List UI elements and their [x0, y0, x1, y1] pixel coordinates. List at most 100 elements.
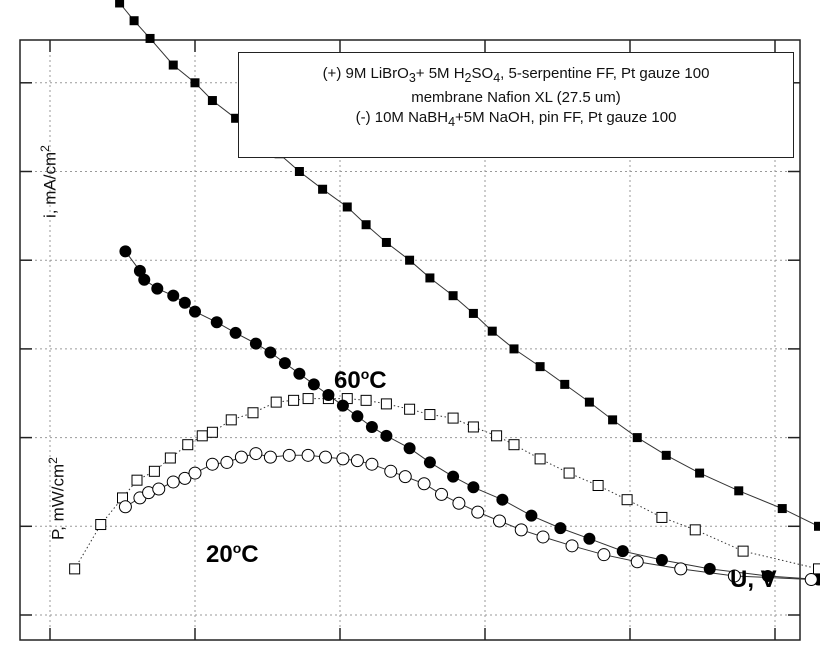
point-square-filled: [425, 273, 435, 283]
point-circle-filled: [278, 357, 291, 370]
point-circle-filled: [178, 296, 191, 309]
point-square-filled: [584, 397, 594, 407]
point-square-filled: [448, 291, 458, 301]
point-circle-open: [301, 448, 315, 462]
point-square-filled: [318, 184, 328, 194]
point-circle-filled: [583, 532, 596, 545]
legend-line-1: (+) 9M LiBrO3+ 5M H2SO4, 5-serpentine FF…: [322, 65, 710, 85]
point-square-open: [270, 396, 282, 408]
point-circle-filled: [229, 326, 242, 339]
point-circle-filled: [554, 522, 567, 535]
point-circle-open: [471, 505, 485, 519]
point-circle-filled: [447, 470, 460, 483]
point-circle-open: [435, 487, 448, 501]
point-circle-filled: [496, 493, 509, 506]
point-circle-open: [452, 496, 466, 510]
point-circle-open: [514, 523, 528, 537]
point-circle-filled: [525, 509, 538, 522]
point-circle-filled: [380, 429, 393, 442]
point-circle-filled: [423, 456, 436, 469]
point-circle-open: [166, 475, 180, 489]
point-square-open: [508, 439, 520, 451]
point-circle-open: [249, 447, 263, 461]
x-axis-label: U, V: [730, 566, 777, 593]
point-circle-open: [234, 450, 248, 464]
point-square-open: [404, 403, 416, 415]
point-square-open: [813, 563, 820, 575]
point-square-filled: [361, 220, 371, 230]
point-square-open: [148, 465, 160, 477]
point-circle-filled: [293, 367, 306, 380]
plot-frame: [19, 39, 801, 641]
point-square-open: [424, 409, 436, 421]
point-circle-filled: [403, 442, 416, 455]
point-circle-open: [350, 454, 364, 468]
point-circle-filled: [119, 245, 132, 258]
point-square-filled: [294, 167, 304, 176]
point-square-open: [164, 452, 176, 464]
point-circle-open: [384, 464, 398, 478]
point-square-open: [534, 453, 546, 465]
point-square-open: [247, 407, 259, 419]
point-square-open: [196, 430, 208, 442]
point-square-open: [656, 511, 668, 523]
point-circle-open: [152, 482, 166, 496]
point-square-filled: [560, 379, 570, 389]
point-square-open: [592, 479, 604, 491]
point-square-filled: [509, 344, 519, 354]
point-square-filled: [381, 237, 391, 247]
point-square-open: [225, 414, 237, 426]
label-60c: 60oC: [334, 366, 387, 394]
label-20c: 20oC: [206, 540, 259, 568]
point-square-filled: [777, 504, 787, 514]
point-square-filled: [734, 486, 744, 496]
point-circle-open: [220, 455, 234, 469]
point-circle-filled: [351, 410, 364, 423]
point-square-filled: [468, 308, 478, 318]
point-square-open: [288, 394, 300, 406]
point-circle-open: [178, 471, 192, 485]
point-circle-open: [417, 477, 431, 491]
point-square-open: [69, 563, 81, 575]
point-square-open: [182, 439, 194, 451]
point-square-filled: [115, 0, 125, 8]
legend-line-2: membrane Nafion XL (27.5 um): [411, 89, 621, 106]
point-square-filled: [190, 78, 200, 88]
point-square-filled: [632, 433, 642, 443]
point-circle-filled: [703, 562, 716, 575]
point-square-open: [737, 545, 749, 557]
point-circle-filled: [151, 282, 164, 295]
point-circle-open: [319, 450, 332, 464]
point-square-open: [131, 474, 143, 486]
point-square-filled: [231, 113, 241, 123]
point-circle-filled: [133, 264, 146, 277]
point-circle-filled: [138, 273, 151, 286]
axis-ticks: [20, 40, 800, 640]
series-markers: [69, 0, 820, 587]
legend-line-3: (-) 10M NaBH4+5M NaOH, pin FF, Pt gauze …: [355, 109, 677, 129]
point-circle-filled: [249, 337, 262, 350]
point-circle-open: [398, 470, 412, 484]
point-circle-filled: [307, 378, 320, 391]
point-square-filled: [129, 16, 139, 26]
point-square-filled: [405, 255, 415, 265]
point-circle-open: [205, 457, 219, 471]
point-circle-open: [565, 539, 579, 553]
point-circle-open: [365, 457, 379, 471]
point-square-open: [467, 421, 479, 433]
point-circle-filled: [264, 346, 277, 359]
point-square-open: [621, 494, 633, 506]
point-circle-open: [282, 448, 296, 462]
point-square-open: [380, 398, 392, 410]
point-circle-open: [804, 573, 818, 587]
point-square-filled: [695, 468, 705, 478]
point-circle-open: [118, 500, 132, 514]
point-circle-filled: [322, 389, 335, 402]
point-circle-open: [493, 514, 506, 528]
point-circle-open: [536, 530, 550, 544]
point-square-open: [447, 412, 459, 424]
point-square-open: [360, 394, 372, 406]
point-square-filled: [608, 415, 618, 425]
point-circle-filled: [655, 554, 668, 567]
point-circle-open: [188, 466, 202, 480]
